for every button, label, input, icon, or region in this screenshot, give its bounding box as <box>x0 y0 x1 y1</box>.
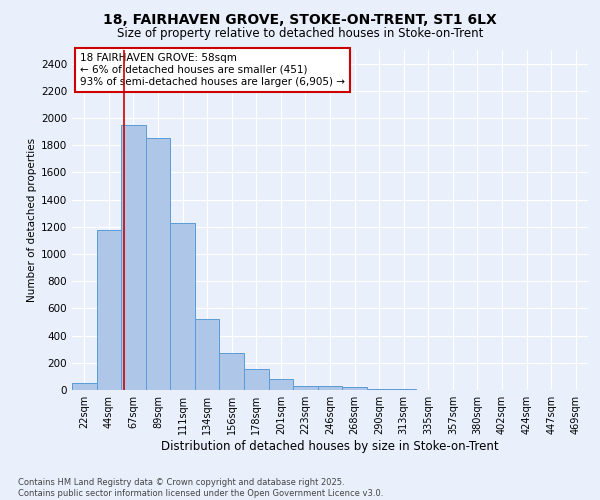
Bar <box>244 369 269 390</box>
Text: 18, FAIRHAVEN GROVE, STOKE-ON-TRENT, ST1 6LX: 18, FAIRHAVEN GROVE, STOKE-ON-TRENT, ST1… <box>103 12 497 26</box>
Bar <box>195 320 220 390</box>
Bar <box>269 379 293 390</box>
Text: 18 FAIRHAVEN GROVE: 58sqm
← 6% of detached houses are smaller (451)
93% of semi-: 18 FAIRHAVEN GROVE: 58sqm ← 6% of detach… <box>80 54 345 86</box>
Bar <box>72 383 97 390</box>
Bar <box>293 386 318 390</box>
Bar <box>318 386 342 390</box>
Text: Size of property relative to detached houses in Stoke-on-Trent: Size of property relative to detached ho… <box>117 28 483 40</box>
Y-axis label: Number of detached properties: Number of detached properties <box>27 138 37 302</box>
Bar <box>170 224 195 390</box>
Text: Contains HM Land Registry data © Crown copyright and database right 2025.
Contai: Contains HM Land Registry data © Crown c… <box>18 478 383 498</box>
Bar <box>220 354 244 390</box>
Bar <box>367 388 391 390</box>
Bar <box>342 386 367 390</box>
X-axis label: Distribution of detached houses by size in Stoke-on-Trent: Distribution of detached houses by size … <box>161 440 499 453</box>
Bar <box>146 138 170 390</box>
Bar <box>97 230 121 390</box>
Bar <box>121 125 146 390</box>
